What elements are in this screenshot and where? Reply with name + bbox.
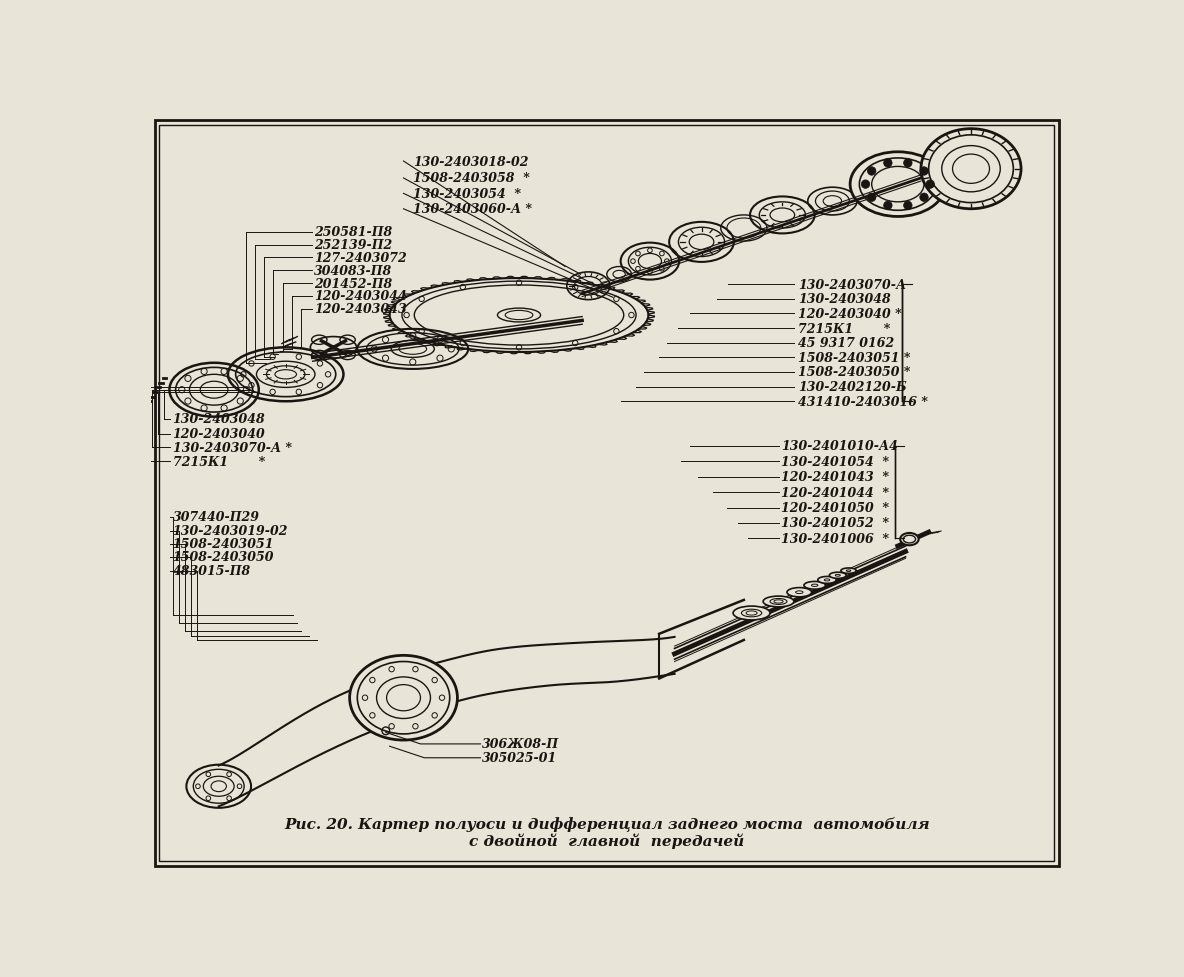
Text: 1508-2403058  *: 1508-2403058 * [413, 172, 529, 186]
Circle shape [868, 193, 876, 202]
Text: 130-2401052  *: 130-2401052 * [780, 517, 889, 530]
Text: 130-2403070-А: 130-2403070-А [798, 278, 906, 291]
Circle shape [868, 168, 876, 176]
Circle shape [861, 181, 870, 190]
Text: 1508-2403050: 1508-2403050 [173, 551, 274, 564]
Circle shape [920, 193, 928, 202]
Ellipse shape [186, 765, 251, 808]
Circle shape [903, 202, 912, 210]
Text: 1508-2403051: 1508-2403051 [173, 537, 274, 551]
Text: 130-2403048: 130-2403048 [798, 293, 890, 306]
Text: 7215К1       *: 7215К1 * [798, 322, 890, 335]
Text: 120-2401043  *: 120-2401043 * [780, 471, 889, 484]
Text: 305025-01: 305025-01 [482, 751, 558, 764]
Text: 304083-П8: 304083-П8 [314, 265, 392, 277]
Text: 201452-П8: 201452-П8 [314, 277, 392, 290]
Circle shape [926, 181, 934, 190]
Text: 127-2403072: 127-2403072 [314, 251, 407, 265]
Text: 120-2403043: 120-2403043 [314, 303, 407, 316]
Ellipse shape [850, 152, 946, 217]
Circle shape [920, 168, 928, 176]
Circle shape [883, 159, 892, 168]
Text: 130-2403054  *: 130-2403054 * [413, 188, 521, 200]
Text: 7215К1       *: 7215К1 * [173, 455, 265, 468]
Text: 483015-П8: 483015-П8 [173, 565, 251, 577]
Text: 250581-П8: 250581-П8 [314, 226, 392, 239]
Text: 120-2401044  *: 120-2401044 * [780, 487, 889, 499]
Text: 45 9317 0162: 45 9317 0162 [798, 337, 894, 350]
Text: 130-2403060-А *: 130-2403060-А * [413, 203, 532, 216]
Text: 1508-2403050 *: 1508-2403050 * [798, 366, 910, 379]
Text: 130-2403019-02: 130-2403019-02 [173, 525, 288, 537]
Text: 130-2403070-А *: 130-2403070-А * [173, 442, 291, 454]
Text: 130-2401010-А4: 130-2401010-А4 [780, 440, 897, 453]
Text: 130-2403048: 130-2403048 [173, 413, 265, 426]
Ellipse shape [818, 576, 836, 584]
Text: 120-2403040 *: 120-2403040 * [798, 308, 901, 320]
Text: с двойной  главной  передачей: с двойной главной передачей [469, 832, 745, 848]
Ellipse shape [841, 569, 856, 573]
Circle shape [883, 202, 892, 210]
Text: 130-2403018-02: 130-2403018-02 [413, 155, 528, 168]
Text: 306Ж08-П: 306Ж08-П [482, 738, 559, 750]
Ellipse shape [733, 607, 770, 620]
Text: 431410-2403016 *: 431410-2403016 * [798, 396, 927, 408]
Ellipse shape [804, 582, 825, 589]
Text: Рис. 20. Картер полуоси и дифференциал заднего моста  автомобиля: Рис. 20. Картер полуоси и дифференциал з… [284, 816, 929, 830]
Circle shape [903, 159, 912, 168]
Ellipse shape [349, 656, 457, 741]
Text: 130-2401054  *: 130-2401054 * [780, 455, 889, 468]
Ellipse shape [829, 573, 847, 578]
Ellipse shape [921, 130, 1021, 209]
Ellipse shape [900, 533, 919, 546]
Text: 130-2402120-Б: 130-2402120-Б [798, 381, 907, 394]
Text: 252139-П2: 252139-П2 [314, 239, 392, 252]
Ellipse shape [764, 597, 794, 608]
Text: 130-2401006  *: 130-2401006 * [780, 532, 889, 545]
Ellipse shape [787, 588, 811, 597]
Text: 120-2403040: 120-2403040 [173, 428, 265, 441]
Text: 1508-2403051 *: 1508-2403051 * [798, 352, 910, 364]
Text: 307440-П29: 307440-П29 [173, 511, 259, 524]
Text: 120-2401050  *: 120-2401050 * [780, 501, 889, 515]
Text: 120-2403044: 120-2403044 [314, 290, 407, 303]
